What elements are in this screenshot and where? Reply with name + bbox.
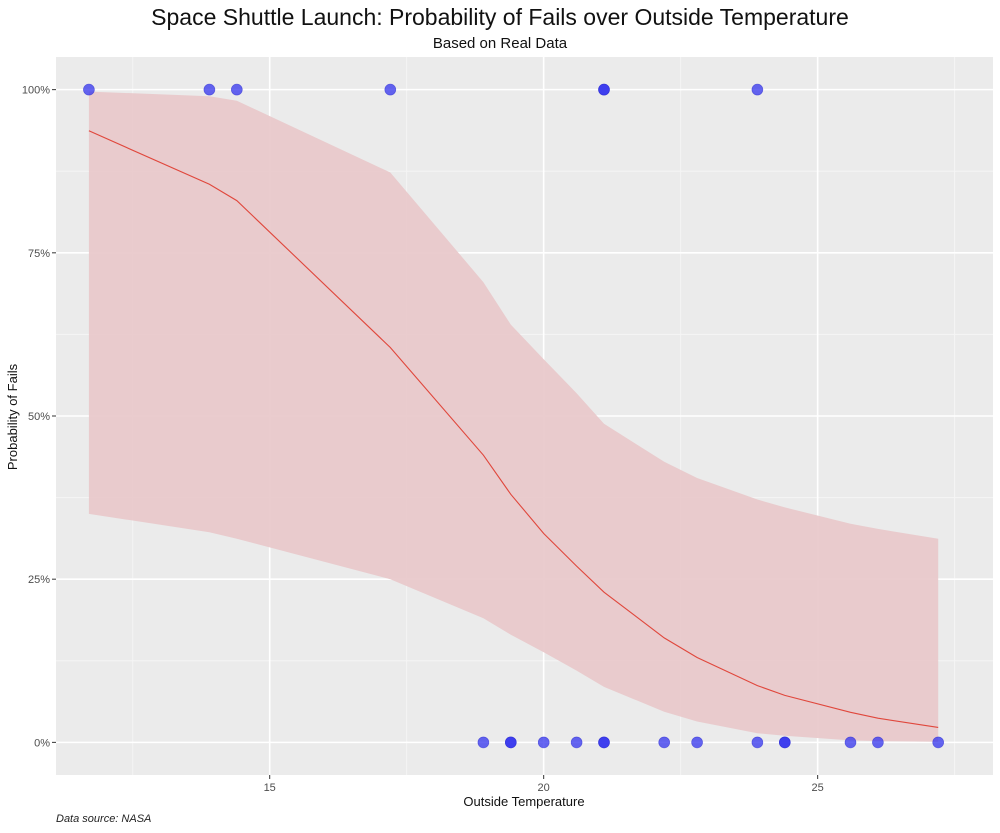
y-tick-label: 75% xyxy=(28,248,50,260)
ribbon-area xyxy=(88,91,939,742)
data-point xyxy=(598,736,610,749)
data-point xyxy=(691,736,703,749)
data-point xyxy=(598,83,610,96)
data-point xyxy=(872,736,884,749)
y-axis: 0% 25% 50% 75% 100% xyxy=(22,85,56,749)
confidence-ribbon xyxy=(88,91,939,742)
x-tick-label: 20 xyxy=(538,782,550,794)
fit-line xyxy=(88,130,939,728)
data-points xyxy=(83,83,945,749)
data-point xyxy=(504,736,517,749)
data-point xyxy=(231,83,243,96)
y-tick-label: 100% xyxy=(22,85,50,97)
chart-subtitle: Based on Real Data xyxy=(432,35,568,52)
x-axis-title: Outside Temperature xyxy=(463,794,584,809)
data-point xyxy=(537,736,550,749)
data-point xyxy=(477,736,490,749)
chart-caption: Data source: NASA xyxy=(56,813,152,825)
data-point xyxy=(658,736,671,749)
data-point xyxy=(83,83,95,96)
data-point xyxy=(778,736,791,749)
x-axis: 15 20 25 xyxy=(264,775,824,794)
data-point xyxy=(570,736,583,749)
data-point xyxy=(751,83,764,96)
y-tick-label: 0% xyxy=(34,737,50,749)
x-tick-label: 25 xyxy=(812,782,824,794)
data-point xyxy=(844,736,857,749)
chart-title: Space Shuttle Launch: Probability of Fai… xyxy=(151,4,849,30)
data-point xyxy=(203,83,216,96)
fit-curve xyxy=(88,130,939,728)
y-tick-label: 25% xyxy=(28,574,50,586)
data-point xyxy=(751,736,764,749)
x-tick-label: 15 xyxy=(264,782,276,794)
data-point xyxy=(384,83,397,96)
y-tick-label: 50% xyxy=(28,411,50,423)
data-point xyxy=(932,736,945,749)
y-axis-title: Probability of Fails xyxy=(5,363,20,470)
